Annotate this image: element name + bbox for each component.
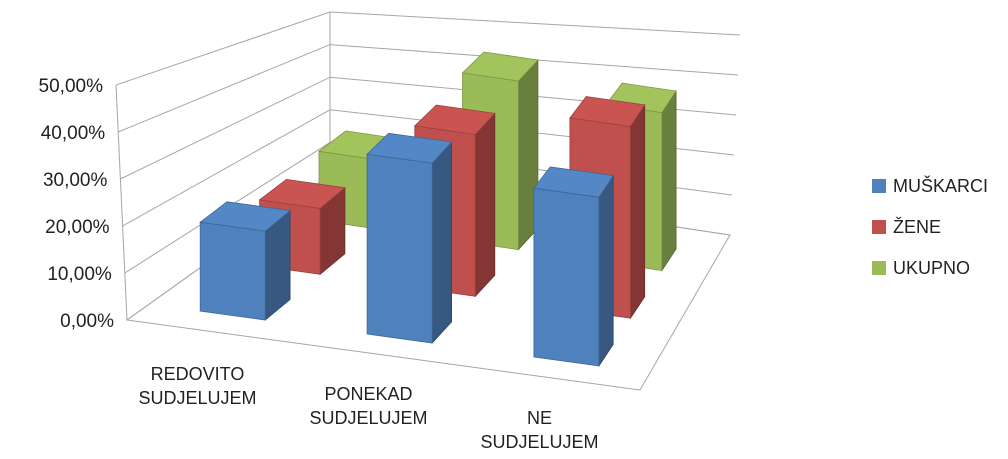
bar — [366, 132, 453, 345]
bar-top-face — [199, 201, 292, 232]
bar-side-face — [661, 89, 677, 272]
bar-top-face — [569, 96, 646, 127]
legend-label: ŽENE — [893, 217, 941, 237]
y-axis-ticks: 0,00% 10,00% 20,00% 30,00% 40,00% 50,00% — [39, 76, 115, 332]
bar — [199, 201, 292, 321]
legend-swatch — [872, 179, 886, 193]
y-tick-label: 10,00% — [47, 264, 112, 285]
bars — [199, 51, 677, 368]
bar-top-face — [533, 166, 614, 198]
gridline — [115, 11, 741, 86]
bar-top-face — [461, 51, 539, 82]
bar-side-face — [474, 112, 496, 298]
left-wall-edge — [115, 84, 128, 321]
legend-swatch — [872, 261, 886, 275]
bar-side-face — [431, 140, 453, 345]
bar-top-face — [258, 178, 346, 209]
y-tick-label: 0,00% — [60, 311, 114, 332]
legend-label: MUŠKARCI — [893, 175, 988, 196]
bar-front-face — [366, 153, 433, 344]
y-tick-label: 30,00% — [43, 170, 108, 191]
legend: MUŠKARCI ŽENE UKUPNO — [872, 175, 988, 278]
bar-top-face — [366, 132, 453, 164]
bar-front-face — [533, 187, 600, 367]
legend-swatch — [872, 220, 886, 234]
x-tick-label: REDOVITO SUDJELUJEM — [138, 364, 256, 408]
x-tick-label: PONEKAD SUDJELUJEM — [309, 384, 427, 428]
x-tick-label: NE SUDJELUJEM — [480, 408, 598, 452]
y-tick-label: 20,00% — [45, 217, 110, 238]
bar-top-face — [413, 104, 496, 135]
bar-front-face — [199, 221, 266, 321]
y-tick-label: 40,00% — [41, 123, 106, 144]
bar-side-face — [630, 103, 646, 320]
y-tick-label: 50,00% — [39, 76, 104, 97]
x-axis-ticks: REDOVITO SUDJELUJEM PONEKAD SUDJELUJEM NE SUD… — [138, 364, 598, 452]
bar — [533, 166, 614, 368]
bar-side-face — [598, 174, 614, 368]
legend-label: UKUPNO — [893, 258, 970, 278]
